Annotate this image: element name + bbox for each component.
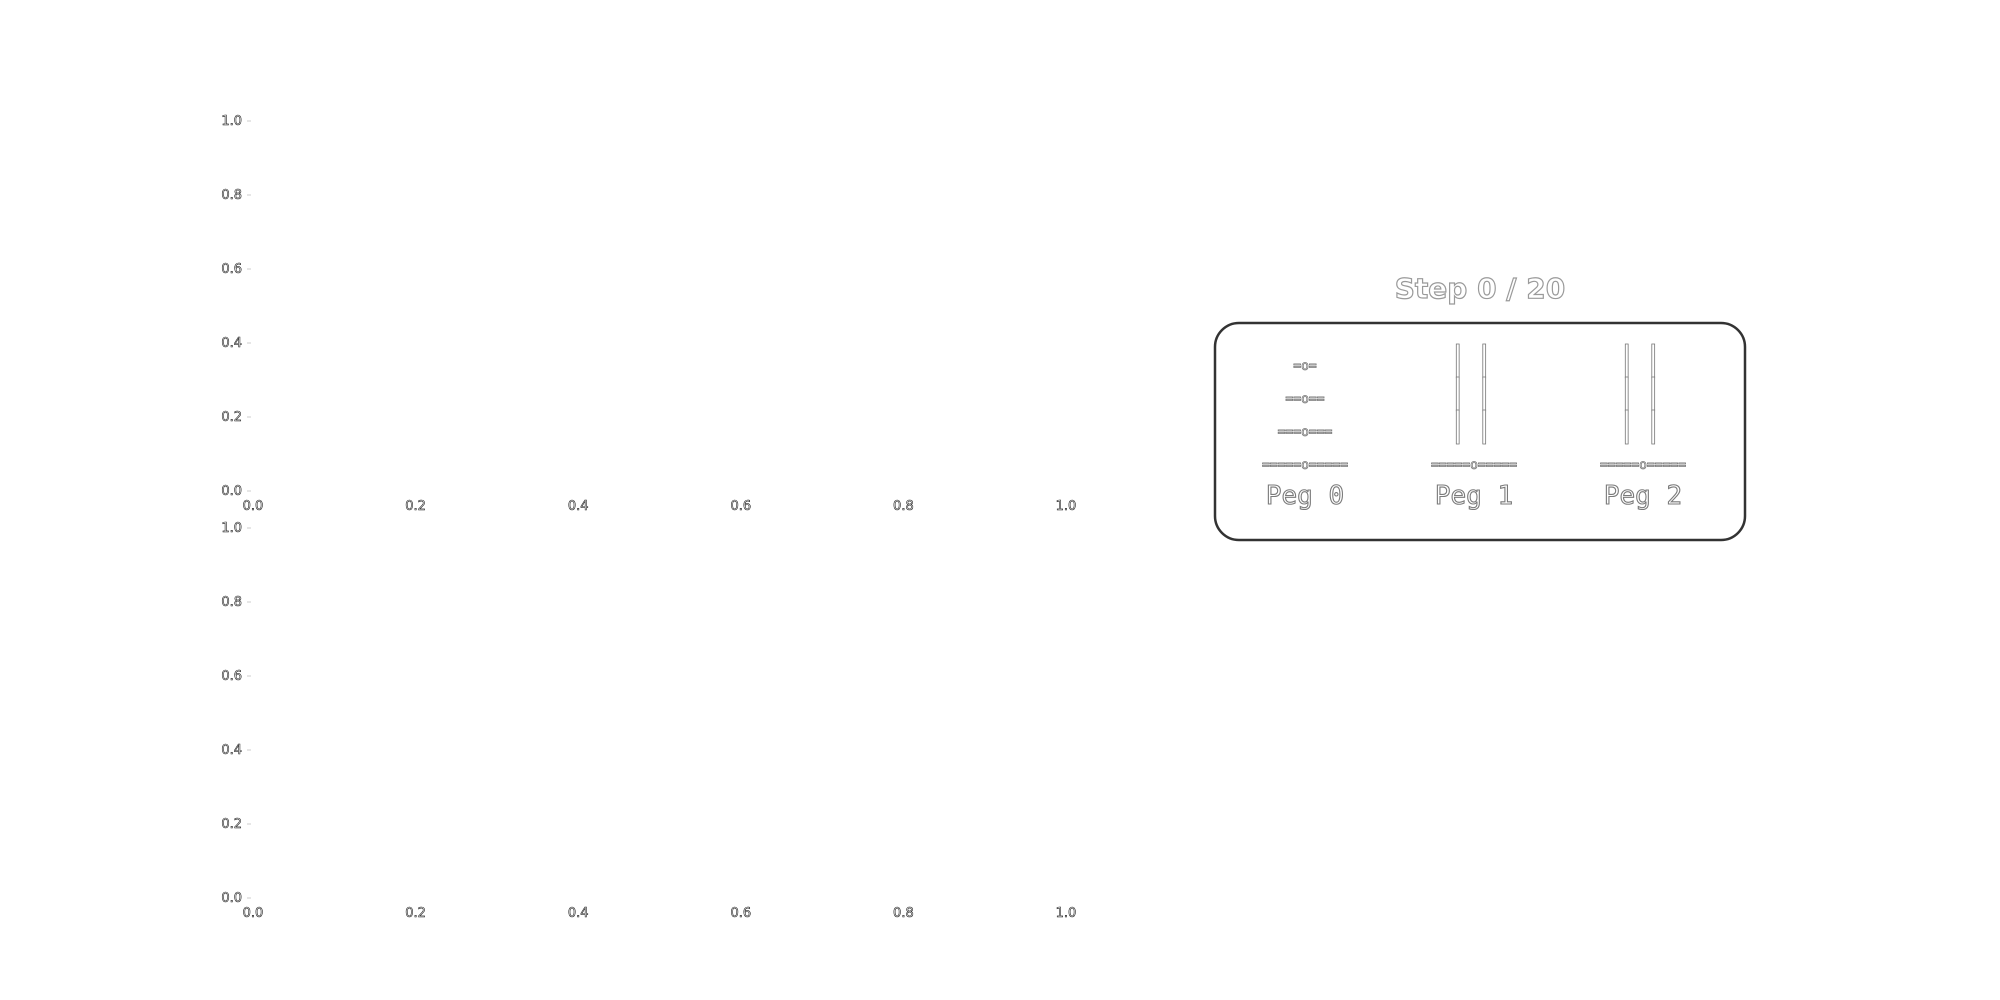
peg-base: =====o===== bbox=[1262, 458, 1348, 473]
y-tick-label: 0.0 bbox=[221, 891, 242, 906]
peg-label: Peg 0 bbox=[1266, 481, 1344, 511]
y-tick-label: 0.2 bbox=[221, 410, 242, 425]
y-tick-label: 0.8 bbox=[221, 595, 242, 610]
x-tick-label: 0.4 bbox=[568, 906, 589, 921]
x-tick-label: 0.6 bbox=[730, 499, 751, 514]
peg-pole-segment: || bbox=[1617, 372, 1670, 412]
y-tick-label: 0.4 bbox=[221, 336, 242, 351]
y-tick-label: 0.0 bbox=[221, 484, 242, 499]
peg-label: Peg 2 bbox=[1604, 481, 1682, 511]
empty-axes-group: 0.00.20.40.60.81.00.0 0.2 0.4 0.6 0.8 1.00.00… bbox=[221, 114, 1077, 922]
x-tick-label: 0.0 bbox=[243, 906, 264, 921]
x-tick-label: 1.0 bbox=[1056, 499, 1077, 514]
peg-pole-segment: || bbox=[1448, 339, 1501, 379]
y-tick-label: 0.2 bbox=[221, 817, 242, 832]
peg-pole-segment: || bbox=[1617, 405, 1670, 445]
x-tick-label: 0.6 bbox=[730, 906, 751, 921]
peg-1: ||||||=====o=====Peg 1 bbox=[1431, 339, 1518, 512]
disk: ===o=== bbox=[1278, 425, 1333, 440]
axes-0: 0.0 0.2 0.4 0.6 0.8 1.0 0.0 0.2 0.4 0.6 0.8 1.0 bbox=[221, 114, 1077, 515]
disk: ==o== bbox=[1285, 392, 1324, 407]
peg-2: ||||||=====o=====Peg 2 bbox=[1600, 339, 1687, 512]
x-tick-label: 0.4 bbox=[568, 499, 589, 514]
step-counter: Step 0 / 20 bbox=[1395, 272, 1566, 305]
y-tick-label: 0.6 bbox=[221, 669, 242, 684]
hanoi-panel: Step 0 / 20 =o= ==o== ===o=== =====o===== Pe… bbox=[1213, 271, 1747, 542]
axes-1: 0.0 0.2 0.4 0.6 0.8 1.0 0.0 0.2 0.4 0.6 0.8 1.0 bbox=[221, 521, 1077, 922]
peg-pole-segment: || bbox=[1448, 372, 1501, 412]
pegs-group: =o===o=====o========o=====Peg 0||||||===… bbox=[1262, 339, 1687, 512]
peg-0: =o= ==o== ===o=== =====o===== Peg 0 bbox=[1262, 359, 1349, 512]
peg-base: =====o===== bbox=[1600, 458, 1686, 473]
x-tick-label: 0.8 bbox=[893, 906, 914, 921]
x-tick-label: 1.0 bbox=[1056, 906, 1077, 921]
peg-base: =====o===== bbox=[1431, 458, 1517, 473]
x-tick-label: 0.2 bbox=[405, 499, 426, 514]
disk: =o= bbox=[1293, 359, 1317, 374]
peg-pole-segment: || bbox=[1448, 405, 1501, 445]
y-tick-label: 1.0 bbox=[221, 114, 242, 129]
y-tick-label: 0.8 bbox=[221, 188, 242, 203]
peg-pole-segment: || bbox=[1617, 339, 1670, 379]
y-tick-label: 1.0 bbox=[221, 521, 242, 536]
y-tick-label: 0.6 bbox=[221, 262, 242, 277]
board-frame bbox=[1213, 321, 1747, 542]
peg-label: Peg 1 bbox=[1435, 481, 1513, 511]
x-tick-label: 0.8 bbox=[893, 499, 914, 514]
x-tick-label: 0.2 bbox=[405, 906, 426, 921]
y-tick-label: 0.4 bbox=[221, 743, 242, 758]
x-tick-label: 0.0 bbox=[243, 499, 264, 514]
